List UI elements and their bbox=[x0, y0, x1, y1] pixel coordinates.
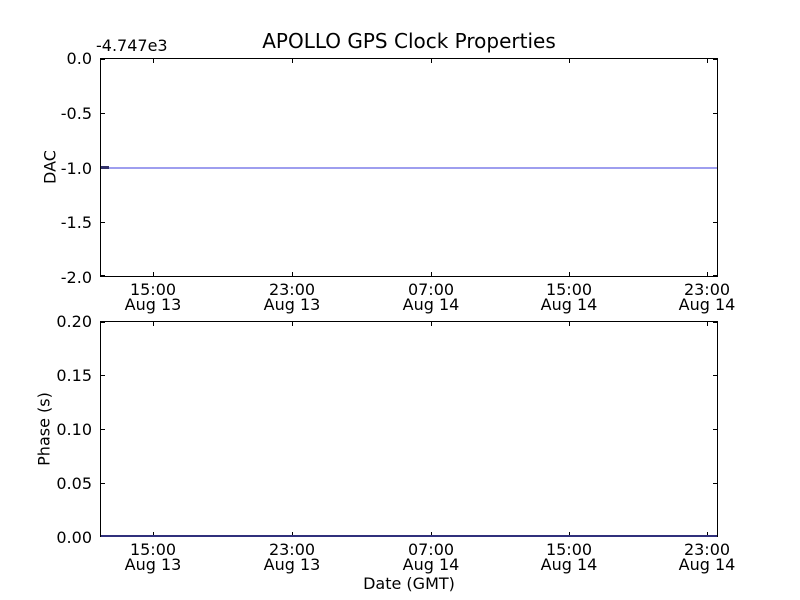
x-tick-time: 23:00 bbox=[268, 540, 316, 559]
x-tick-date: Aug 14 bbox=[678, 295, 736, 314]
x-tick-mark bbox=[292, 532, 293, 536]
x-tick-time: 07:00 bbox=[407, 280, 455, 299]
x-tick-time: 23:00 bbox=[683, 540, 731, 559]
x-tick-mark bbox=[431, 532, 432, 536]
y-tick-label: -1.0 bbox=[60, 159, 92, 178]
y-tick-mark bbox=[713, 483, 717, 484]
y-tick-mark bbox=[713, 222, 717, 223]
y-tick-label: 0.15 bbox=[56, 366, 92, 385]
x-tick-mark bbox=[569, 59, 570, 63]
x-tick-mark bbox=[707, 59, 708, 63]
x-tick-time: 23:00 bbox=[683, 280, 731, 299]
y-tick-mark bbox=[101, 59, 105, 60]
y-tick-label: -2.0 bbox=[60, 268, 92, 287]
x-tick-mark bbox=[292, 59, 293, 63]
y-tick-label: 0.0 bbox=[66, 49, 92, 68]
x-tick-mark bbox=[153, 59, 154, 63]
x-tick-label: 15:00 Aug 13 bbox=[108, 280, 198, 314]
x-tick-label: 15:00 Aug 14 bbox=[524, 280, 614, 314]
y-tick-mark bbox=[713, 113, 717, 114]
y-tick-mark bbox=[101, 222, 105, 223]
y-tick-mark bbox=[713, 429, 717, 430]
x-tick-time: 15:00 bbox=[545, 540, 593, 559]
x-tick-mark bbox=[292, 322, 293, 326]
series-line-start-segment bbox=[101, 166, 109, 169]
x-tick-mark bbox=[431, 59, 432, 63]
x-tick-label: 15:00 Aug 14 bbox=[524, 540, 614, 574]
x-tick-date: Aug 13 bbox=[124, 295, 182, 314]
x-tick-mark bbox=[707, 322, 708, 326]
x-tick-date: Aug 13 bbox=[124, 555, 182, 574]
x-tick-time: 15:00 bbox=[545, 280, 593, 299]
x-tick-label: 07:00 Aug 14 bbox=[386, 280, 476, 314]
chart-title: APOLLO GPS Clock Properties bbox=[262, 29, 556, 53]
y-tick-mark bbox=[101, 322, 105, 323]
y-tick-mark bbox=[101, 275, 105, 276]
y-tick-mark bbox=[713, 322, 717, 323]
x-tick-mark bbox=[707, 532, 708, 536]
y-tick-label: -1.5 bbox=[60, 213, 92, 232]
y-tick-mark bbox=[713, 275, 717, 276]
y-tick-mark bbox=[101, 375, 105, 376]
y-tick-mark bbox=[101, 429, 105, 430]
x-tick-mark bbox=[292, 272, 293, 276]
x-tick-label: 23:00 Aug 14 bbox=[662, 540, 752, 574]
y-tick-label: -0.5 bbox=[60, 104, 92, 123]
y-tick-label: 0.00 bbox=[56, 528, 92, 547]
x-tick-mark bbox=[569, 272, 570, 276]
x-tick-label: 15:00 Aug 13 bbox=[108, 540, 198, 574]
x-tick-date: Aug 14 bbox=[402, 555, 460, 574]
x-tick-date: Aug 14 bbox=[678, 555, 736, 574]
y-axis-offset-text: -4.747e3 bbox=[96, 36, 168, 55]
x-tick-mark bbox=[153, 272, 154, 276]
x-tick-time: 07:00 bbox=[407, 540, 455, 559]
x-tick-date: Aug 13 bbox=[263, 295, 321, 314]
x-tick-mark bbox=[707, 272, 708, 276]
x-tick-time: 15:00 bbox=[129, 540, 177, 559]
x-tick-mark bbox=[431, 272, 432, 276]
x-tick-mark bbox=[153, 532, 154, 536]
y-tick-label: 0.20 bbox=[56, 312, 92, 331]
y-tick-mark bbox=[713, 375, 717, 376]
y-tick-mark bbox=[101, 113, 105, 114]
phase-series-line bbox=[101, 535, 717, 537]
x-tick-label: 23:00 Aug 14 bbox=[662, 280, 752, 314]
y-tick-mark bbox=[101, 483, 105, 484]
x-tick-label: 23:00 Aug 13 bbox=[247, 540, 337, 574]
x-tick-time: 15:00 bbox=[129, 280, 177, 299]
dac-series-line bbox=[101, 167, 717, 169]
y-tick-label: 0.05 bbox=[56, 474, 92, 493]
x-tick-date: Aug 14 bbox=[540, 555, 598, 574]
x-tick-mark bbox=[153, 322, 154, 326]
y-tick-label: 0.10 bbox=[56, 420, 92, 439]
x-tick-mark bbox=[569, 322, 570, 326]
x-tick-time: 23:00 bbox=[268, 280, 316, 299]
phase-axes bbox=[100, 321, 718, 537]
x-tick-date: Aug 14 bbox=[402, 295, 460, 314]
x-tick-date: Aug 13 bbox=[263, 555, 321, 574]
x-tick-label: 23:00 Aug 13 bbox=[247, 280, 337, 314]
x-axis-label: Date (GMT) bbox=[363, 574, 455, 593]
y-tick-mark bbox=[713, 59, 717, 60]
x-tick-mark bbox=[569, 532, 570, 536]
x-tick-date: Aug 14 bbox=[540, 295, 598, 314]
x-tick-mark bbox=[431, 322, 432, 326]
x-tick-label: 07:00 Aug 14 bbox=[386, 540, 476, 574]
